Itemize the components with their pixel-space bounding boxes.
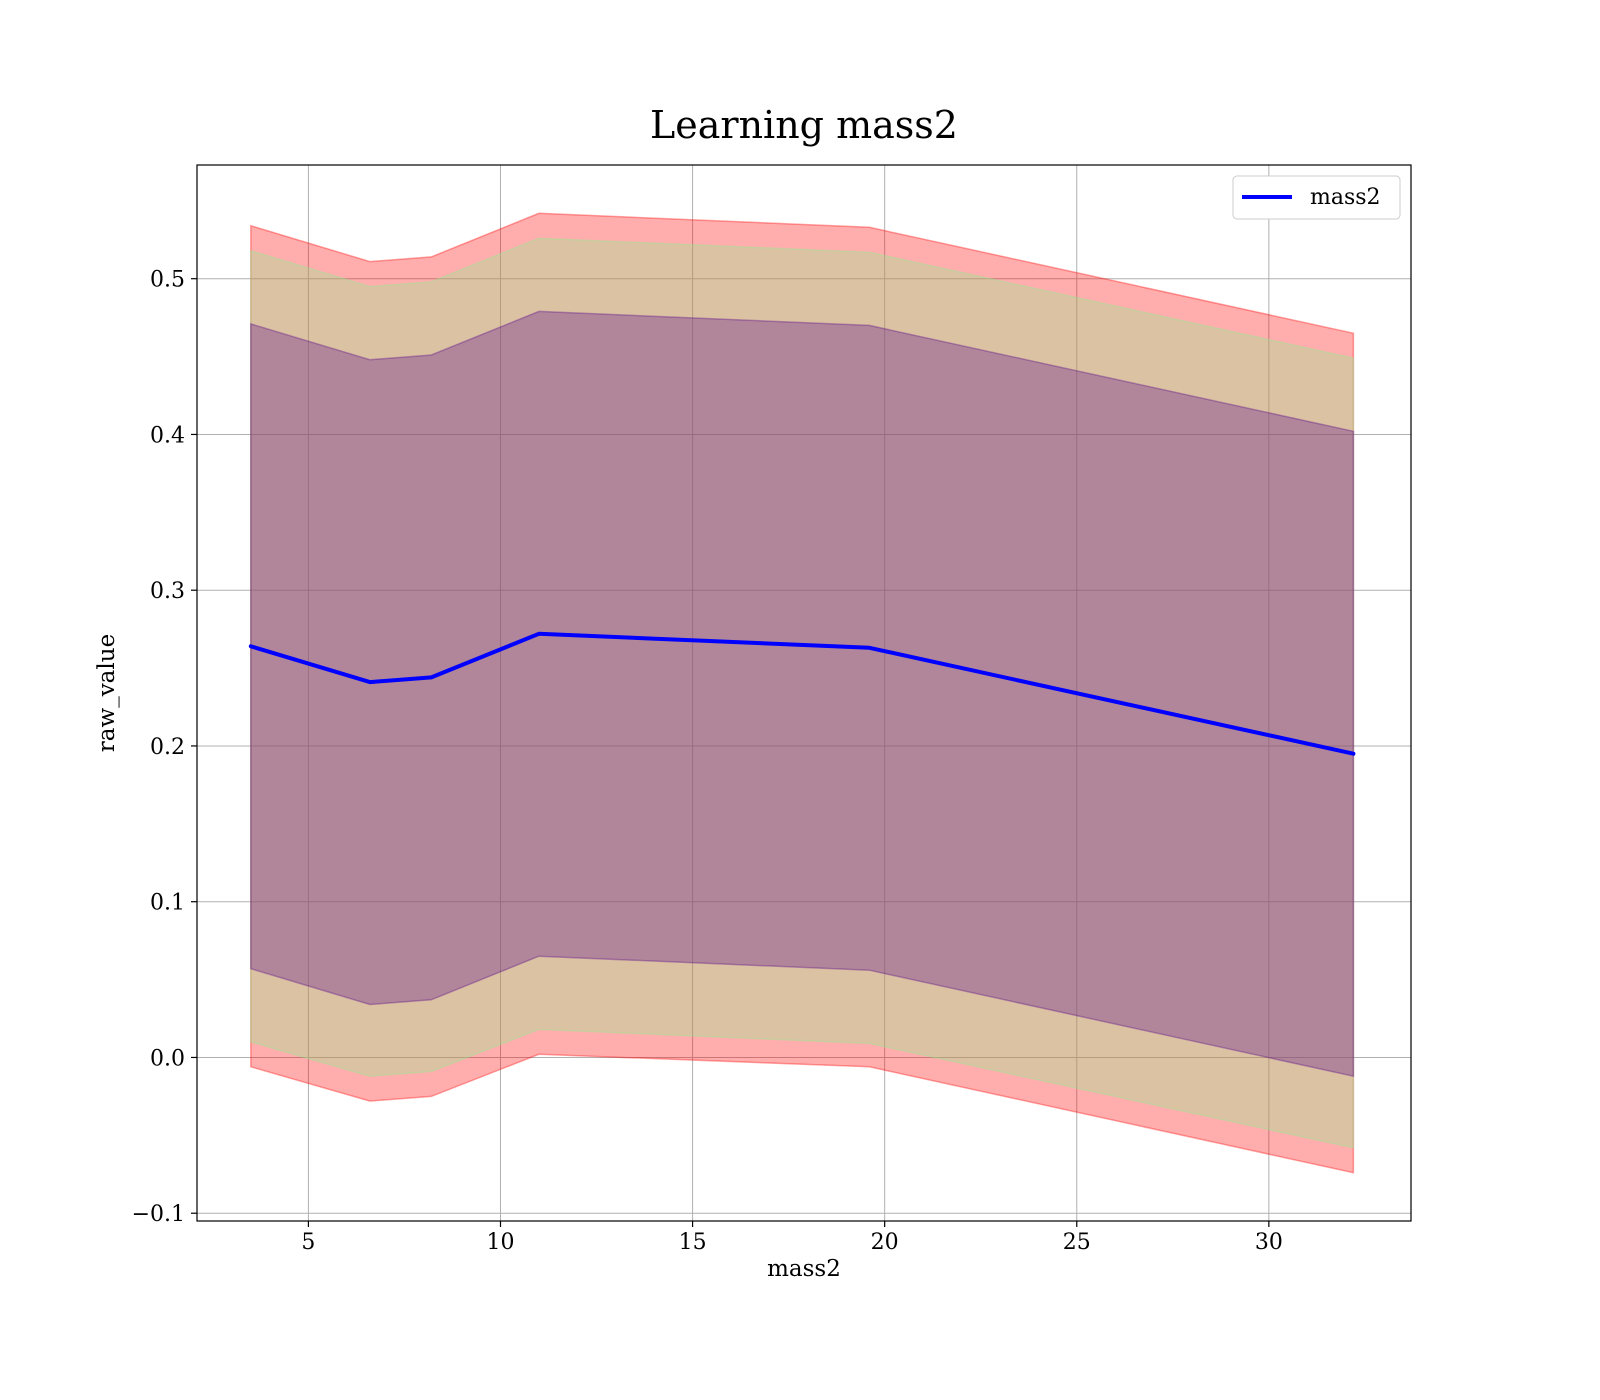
confidence-bands bbox=[250, 212, 1355, 1174]
legend-label-mass2: mass2 bbox=[1310, 185, 1381, 210]
legend-box bbox=[1232, 175, 1401, 220]
grid bbox=[197, 165, 1411, 1221]
y-axis-title: raw_value bbox=[94, 634, 120, 752]
y-axis-ticks: −0.1 0.0 0.1 0.2 0.3 0.4 0.5 bbox=[132, 268, 197, 1227]
y-tick-label: 0.3 bbox=[150, 579, 185, 604]
y-tick-label: 0.4 bbox=[150, 423, 185, 448]
plot-frame bbox=[196, 164, 1412, 1222]
x-tick-label: 15 bbox=[679, 1230, 707, 1255]
series-lines bbox=[248, 631, 1356, 756]
y-tick-label: 0.2 bbox=[150, 735, 185, 760]
x-tick-label: 10 bbox=[487, 1230, 515, 1255]
band-3 bbox=[250, 310, 1355, 1078]
y-tick-label: −0.1 bbox=[132, 1202, 185, 1227]
y-tick-label: 0.1 bbox=[150, 891, 185, 916]
x-tick-label: 25 bbox=[1063, 1230, 1091, 1255]
legend: mass2 bbox=[1232, 175, 1401, 220]
y-tick-label: 0.0 bbox=[150, 1046, 185, 1071]
chart-title: Learning mass2 bbox=[650, 103, 958, 147]
band-2 bbox=[250, 237, 1355, 1149]
band-1 bbox=[250, 212, 1355, 1174]
x-axis-title: mass2 bbox=[767, 1256, 841, 1282]
y-tick-label: 0.5 bbox=[150, 268, 185, 293]
x-tick-label: 30 bbox=[1255, 1230, 1283, 1255]
x-axis-ticks: 5 10 15 20 25 30 bbox=[301, 1221, 1283, 1255]
x-tick-label: 20 bbox=[871, 1230, 899, 1255]
x-tick-label: 5 bbox=[301, 1230, 315, 1255]
series-line-mass2 bbox=[248, 631, 1356, 756]
